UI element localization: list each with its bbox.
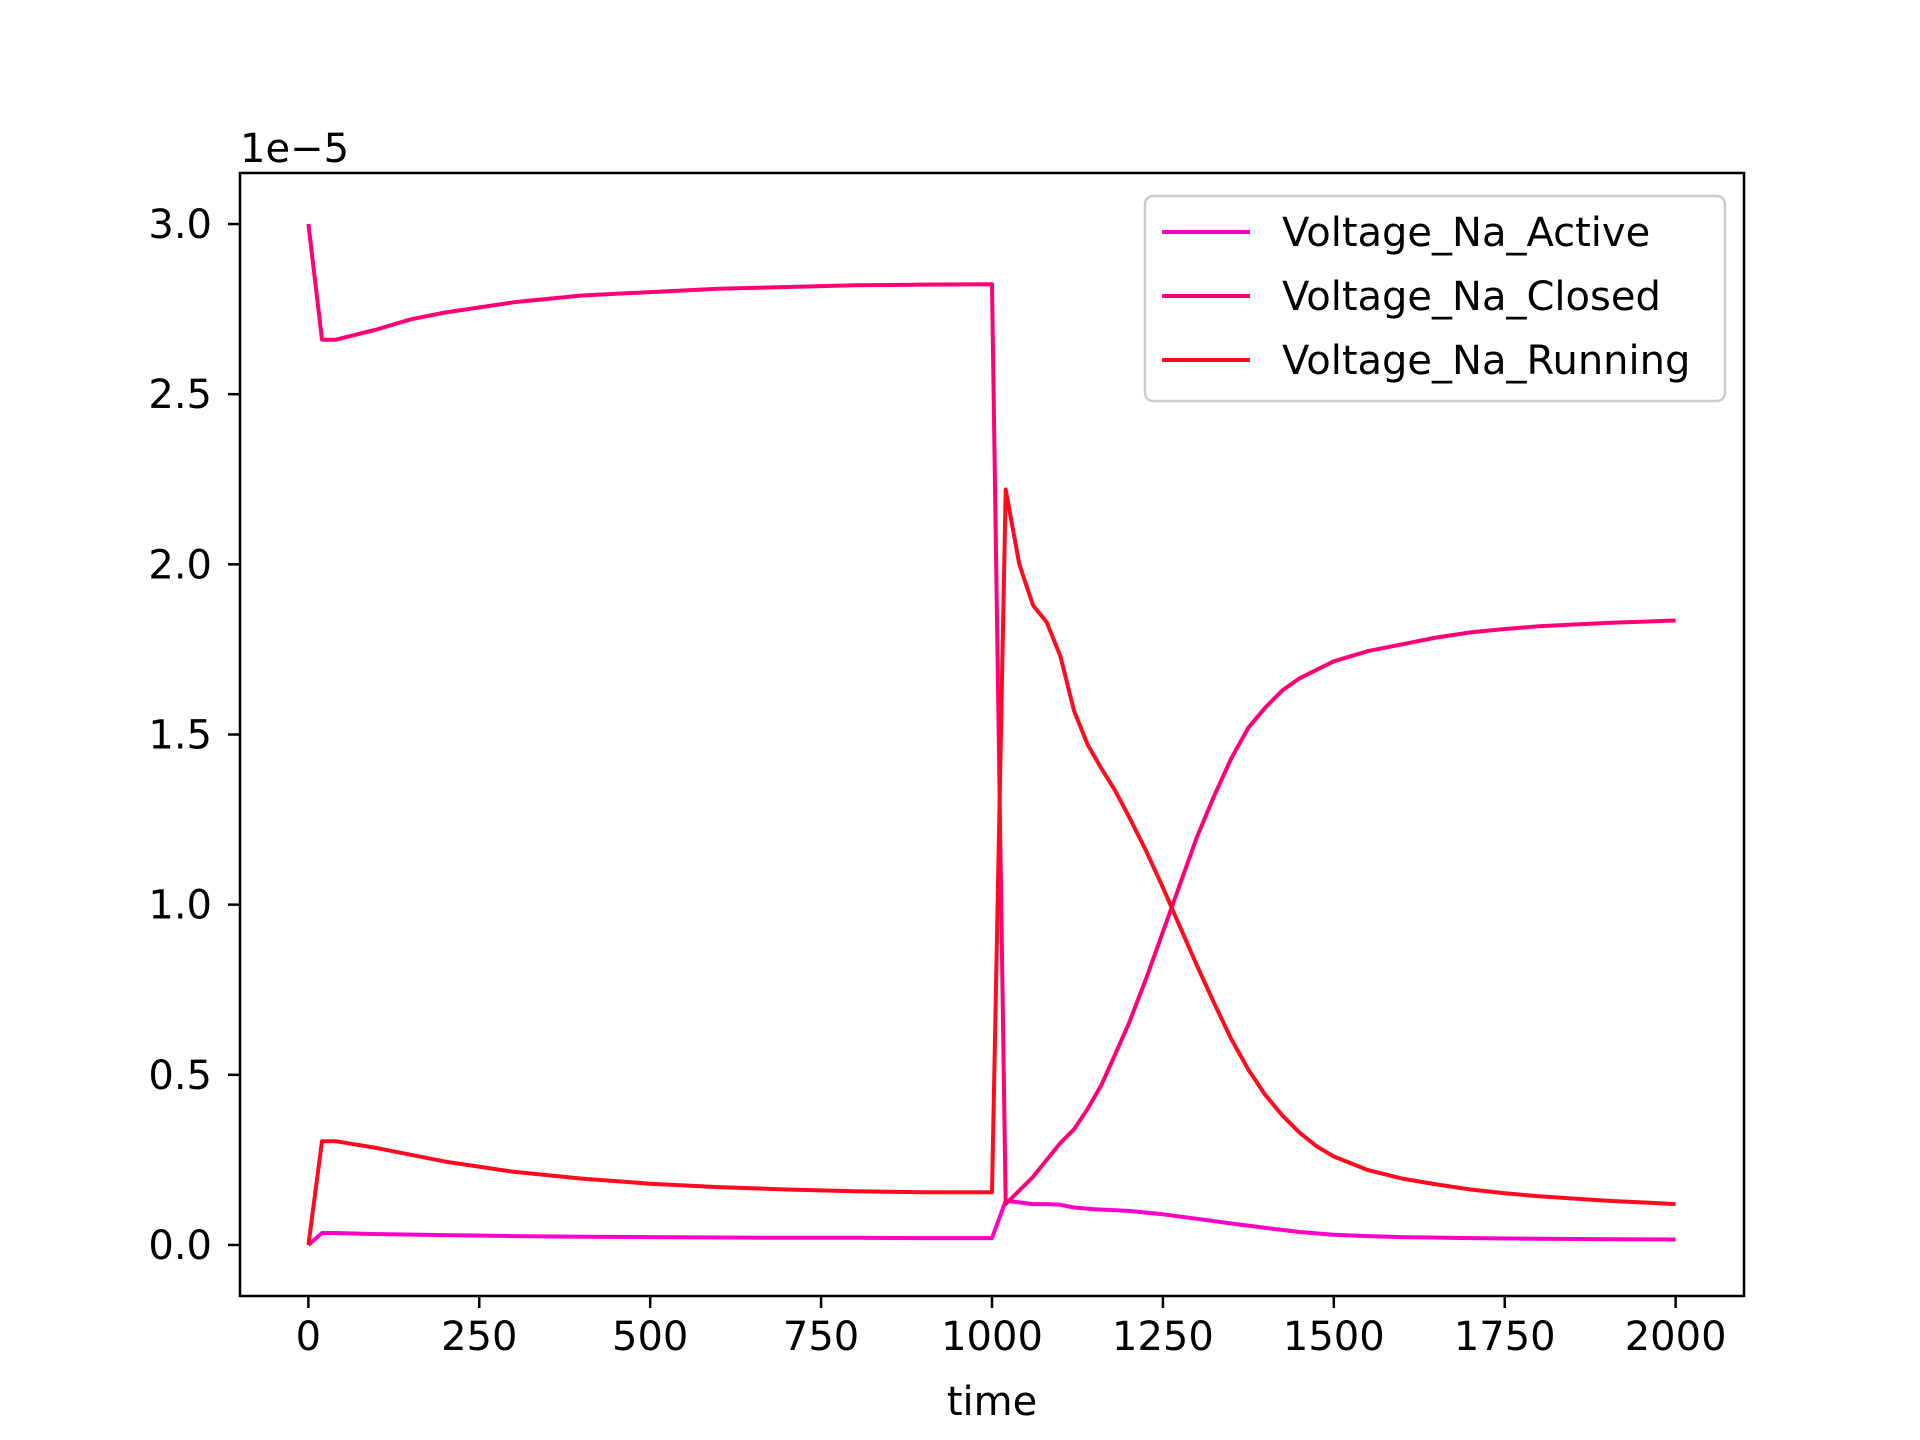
x-tick-label: 2000 [1625,1314,1727,1360]
x-tick-label: 1000 [941,1314,1043,1360]
x-tick-label: 1750 [1454,1314,1556,1360]
legend-label: Voltage_Na_Active [1282,210,1650,256]
y-tick-label: 1.0 [148,883,212,929]
series-line-voltage-na-running [306,487,1676,1246]
x-tick-label: 750 [783,1314,859,1360]
x-axis-label: time [947,1379,1037,1425]
x-tick-label: 1250 [1112,1314,1214,1360]
y-tick-label: 0.5 [148,1053,212,1099]
x-tick-label: 250 [441,1314,517,1360]
series-line-voltage-na-closed [306,223,1676,1207]
y-tick-label: 2.0 [148,542,212,588]
x-axis: 0 250 500 750 1000 1250 1500 1750 2000 [296,1296,1727,1360]
x-tick-label: 0 [296,1314,321,1360]
y-tick-label: 3.0 [148,202,212,248]
y-tick-label: 0.0 [148,1223,212,1269]
x-tick-label: 1500 [1283,1314,1385,1360]
legend-box [1143,194,1727,403]
series-layer [306,223,1676,1247]
legend-label: Voltage_Na_Closed [1282,274,1661,320]
series-line-voltage-na-active [307,1198,1676,1247]
y-tick-label: 1.5 [148,713,212,759]
legend-label: Voltage_Na_Running [1282,338,1690,384]
legend: Voltage_Na_Active Voltage_Na_Closed Voltag… [1143,194,1727,403]
x-tick-label: 500 [612,1314,688,1360]
y-offset-text: 1e−5 [240,126,349,172]
y-tick-label: 2.5 [148,372,212,418]
y-axis: 0.0 0.5 1.0 1.5 2.0 2.5 3.0 [148,202,240,1269]
